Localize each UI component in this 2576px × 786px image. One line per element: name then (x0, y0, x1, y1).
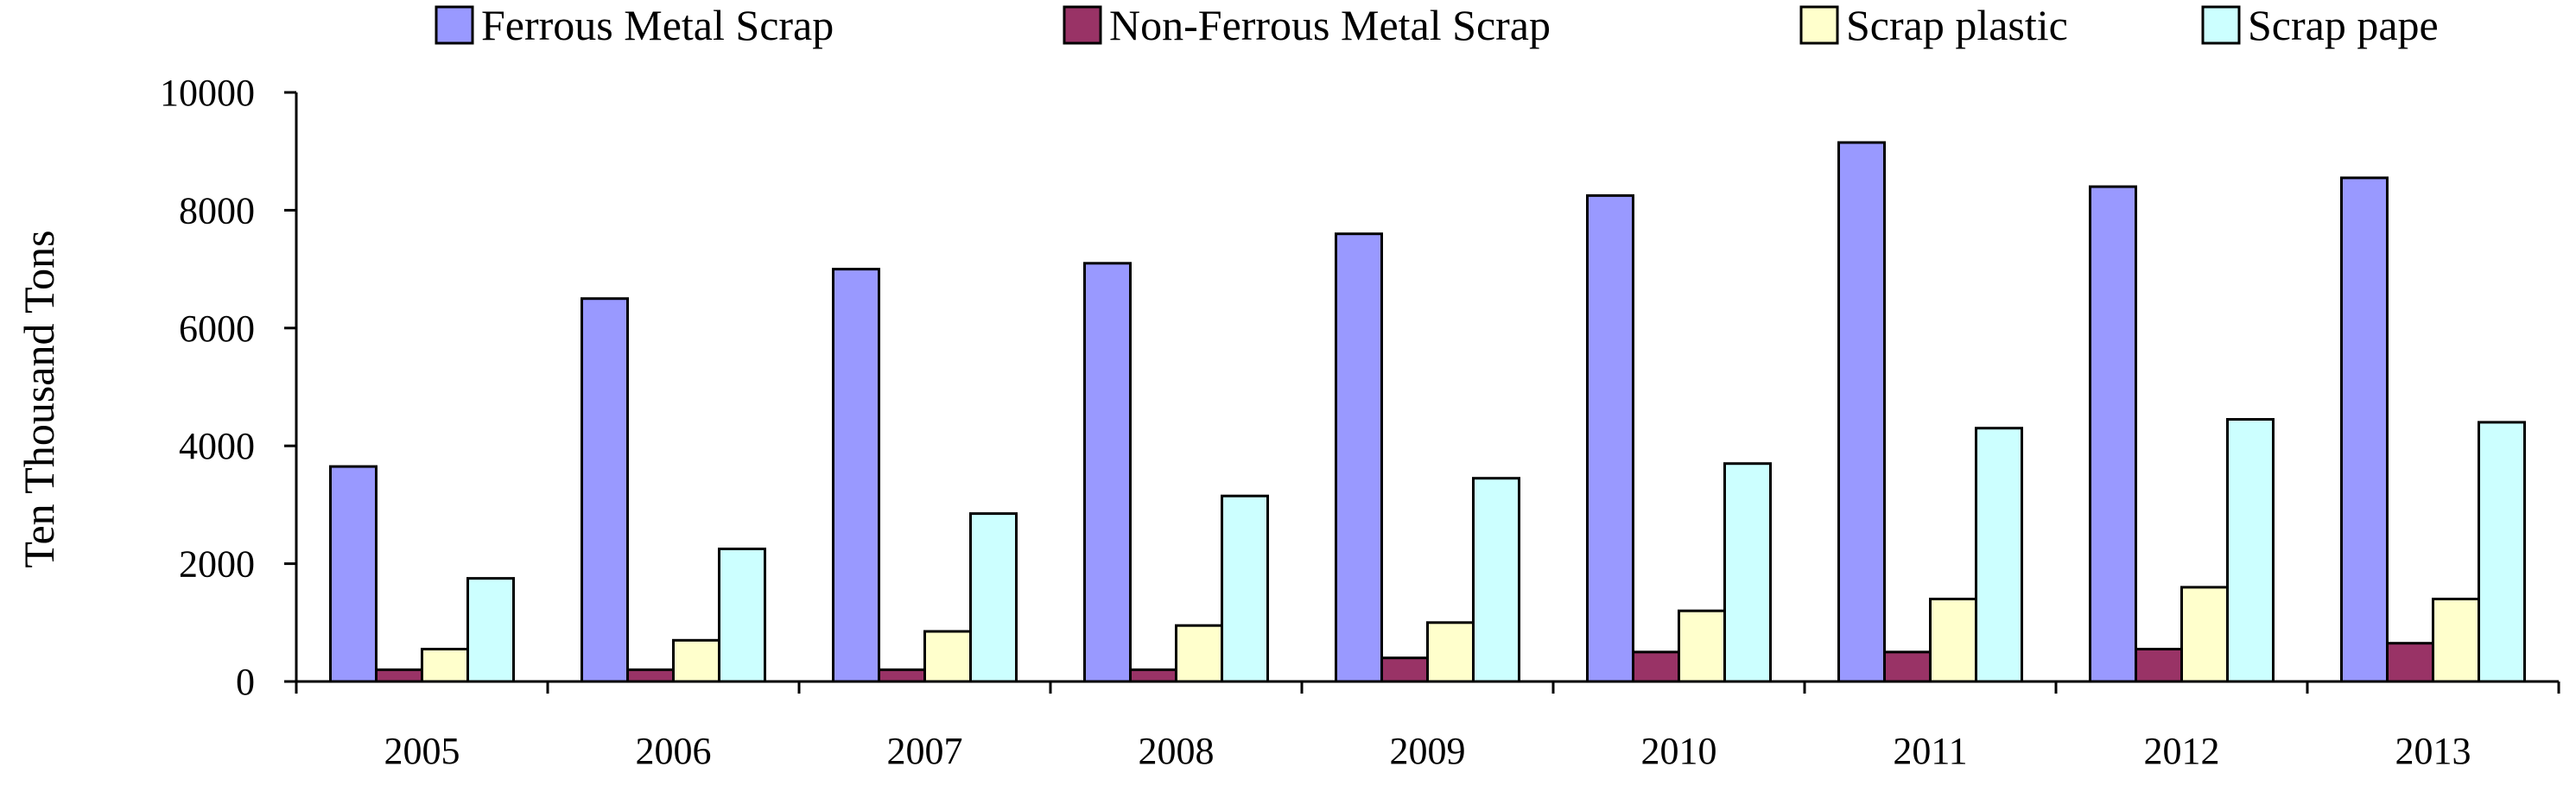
legend-swatch-ferrous-metal-scrap (435, 5, 474, 45)
bar-scrap-pape-2010 (1723, 462, 1772, 683)
x-tick-label: 2009 (1390, 730, 1466, 772)
x-tick-label: 2007 (887, 730, 963, 772)
legend-label-non-ferrous-metal-scrap: Non-Ferrous Metal Scrap (1109, 1, 1551, 49)
bar-scrap-pape-2012 (2226, 418, 2275, 683)
x-ticks: 2005 2006 2007 2008 2009 2010 2011 2012 2013 (295, 681, 2560, 772)
bar-ferrous-metal-scrap-2012 (2089, 185, 2137, 683)
y-tick-label: 4000 (179, 425, 255, 467)
y-tick-label: 0 (236, 661, 255, 703)
bar-non-ferrous-metal-scrap-2007 (878, 668, 926, 683)
bar-non-ferrous-metal-scrap-2012 (2135, 648, 2183, 683)
bar-ferrous-metal-scrap-2009 (1335, 232, 1383, 683)
bar-scrap-plastic-2005 (421, 648, 469, 683)
bar-non-ferrous-metal-scrap-2008 (1129, 668, 1177, 683)
y-tick-label: 2000 (179, 543, 255, 586)
bar-non-ferrous-metal-scrap-2013 (2386, 642, 2434, 683)
bar-scrap-pape-2008 (1221, 494, 1269, 683)
bar-non-ferrous-metal-scrap-2009 (1380, 656, 1429, 683)
bar-non-ferrous-metal-scrap-2006 (626, 668, 675, 683)
bar-ferrous-metal-scrap-2013 (2340, 176, 2389, 683)
bar-ferrous-metal-scrap-2010 (1586, 193, 1634, 683)
x-tick-label: 2006 (636, 730, 712, 772)
bar-ferrous-metal-scrap-2011 (1837, 141, 1886, 683)
axes (295, 92, 2559, 683)
bar-scrap-plastic-2009 (1426, 621, 1475, 683)
x-tick-label: 2013 (2395, 730, 2471, 772)
y-tick-label: 6000 (179, 307, 255, 350)
bar-scrap-pape-2005 (466, 577, 515, 683)
bar-scrap-pape-2007 (969, 512, 1018, 683)
legend-label-scrap-plastic: Scrap plastic (1846, 1, 2068, 49)
bar-non-ferrous-metal-scrap-2005 (375, 668, 423, 683)
x-tick-label: 2011 (1893, 730, 1967, 772)
legend-swatch-scrap-pape (2201, 5, 2241, 45)
legend-swatch-non-ferrous-metal-scrap (1063, 5, 1102, 45)
bar-scrap-pape-2006 (718, 548, 766, 683)
bar-scrap-pape-2011 (1975, 427, 2023, 683)
x-tick-label: 2010 (1641, 730, 1717, 772)
legend-label-scrap-pape: Scrap pape (2248, 1, 2439, 49)
bar-ferrous-metal-scrap-2007 (832, 268, 880, 683)
bar-non-ferrous-metal-scrap-2010 (1632, 650, 1680, 683)
x-tick-label: 2008 (1139, 730, 1215, 772)
bar-non-ferrous-metal-scrap-2011 (1883, 650, 1932, 683)
y-axis-title-group: Ten Thousand Tons (15, 230, 63, 567)
y-ticks: 0 2000 4000 6000 8000 10000 (160, 72, 296, 703)
legend-swatch-scrap-plastic (1799, 5, 1839, 45)
bars (329, 141, 2526, 683)
bar-ferrous-metal-scrap-2008 (1083, 262, 1132, 683)
y-tick-label: 10000 (160, 72, 255, 114)
x-tick-label: 2012 (2144, 730, 2220, 772)
y-tick-label: 8000 (179, 189, 255, 231)
bar-scrap-pape-2009 (1472, 477, 1520, 683)
bar-ferrous-metal-scrap-2005 (329, 465, 378, 683)
y-axis-title: Ten Thousand Tons (15, 230, 63, 567)
bar-scrap-pape-2013 (2478, 421, 2526, 683)
bar-scrap-plastic-2006 (672, 638, 720, 683)
x-tick-label: 2005 (384, 730, 460, 772)
bar-scrap-plastic-2010 (1678, 609, 1726, 683)
bar-scrap-plastic-2013 (2432, 598, 2480, 683)
bar-scrap-plastic-2011 (1929, 598, 1977, 683)
legend-label-ferrous-metal-scrap: Ferrous Metal Scrap (481, 1, 834, 49)
bar-ferrous-metal-scrap-2006 (581, 297, 629, 683)
bar-scrap-plastic-2008 (1175, 624, 1223, 683)
legend: Ferrous Metal Scrap Non-Ferrous Metal Scr… (435, 1, 2439, 49)
bar-scrap-plastic-2012 (2180, 586, 2229, 683)
bar-scrap-plastic-2007 (923, 630, 972, 683)
